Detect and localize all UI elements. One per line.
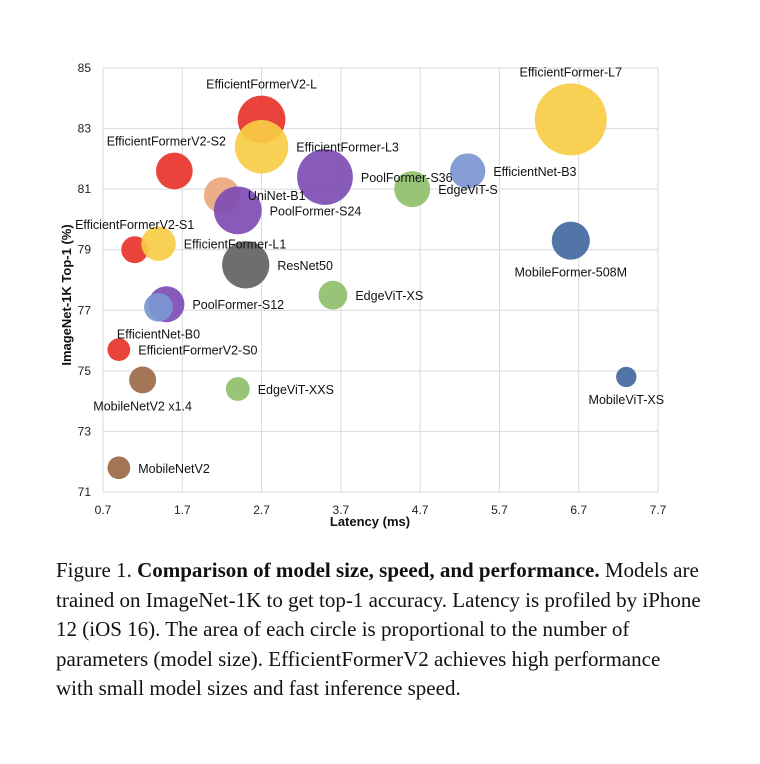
y-tick-label: 85 xyxy=(78,61,92,75)
x-tick-label: 4.7 xyxy=(412,503,429,517)
bubble-efficientformer-l7 xyxy=(534,83,607,156)
point-label: EdgeViT-S xyxy=(438,183,498,197)
bubble-efficientformer-l1 xyxy=(141,226,176,261)
x-tick-label: 5.7 xyxy=(491,503,508,517)
bubble-mobileformer-508m xyxy=(551,221,590,260)
point-label: EfficientFormer-L3 xyxy=(296,141,399,155)
figure-caption: Figure 1. Comparison of model size, spee… xyxy=(56,556,702,704)
x-tick-label: 0.7 xyxy=(95,503,112,517)
x-tick-label: 1.7 xyxy=(174,503,191,517)
point-label: EfficientFormerV2-S1 xyxy=(75,218,194,232)
point-labels: EfficientFormerV2-L EfficientFormer-L7 Eff… xyxy=(75,65,664,475)
x-tick-label: 6.7 xyxy=(570,503,587,517)
bubble-mobilenetv2-x1-4 xyxy=(129,366,157,394)
point-label: ResNet50 xyxy=(277,259,333,273)
y-tick-label: 81 xyxy=(78,182,92,196)
bubble-resnet50 xyxy=(222,241,270,289)
x-tick-label: 7.7 xyxy=(650,503,667,517)
bubble-edgevit-xs xyxy=(318,280,348,310)
point-label: PoolFormer-S12 xyxy=(192,298,284,312)
point-label: PoolFormer-S36 xyxy=(361,171,453,185)
bubble-poolformer-s36 xyxy=(297,149,353,205)
point-label: EdgeViT-XXS xyxy=(258,383,334,397)
point-label: MobileNetV2 xyxy=(138,462,210,476)
point-label: EfficientNet-B3 xyxy=(493,165,576,179)
x-axis-title: Latency (ms) xyxy=(330,514,410,529)
y-tick-label: 75 xyxy=(78,364,92,378)
y-tick-label: 77 xyxy=(78,303,92,317)
bubble-edgevit-xxs xyxy=(225,377,250,401)
point-label: EfficientFormerV2-L xyxy=(206,78,317,92)
bubble-efficientnet-b0 xyxy=(144,292,173,322)
y-tick-label: 73 xyxy=(78,424,92,438)
bubble-efficientformer-l3 xyxy=(234,120,289,174)
x-tick-label: 2.7 xyxy=(253,503,270,517)
bubble-efficientnet-b3 xyxy=(450,153,486,189)
point-label: EfficientFormer-L7 xyxy=(519,65,622,79)
x-tick-label: 3.7 xyxy=(333,503,350,517)
x-tick-labels: 0.7 1.7 2.7 3.7 4.7 5.7 6.7 7.7 xyxy=(95,503,667,517)
point-label: MobileViT-XS xyxy=(589,393,665,407)
point-label: EfficientFormerV2-S0 xyxy=(138,344,257,358)
point-label: UniNet-B1 xyxy=(248,189,306,203)
caption-title: Comparison of model size, speed, and per… xyxy=(137,558,600,582)
bubble-efficientformerv2-s0 xyxy=(107,338,131,362)
point-label: EfficientFormerV2-S2 xyxy=(107,135,226,149)
point-label: EdgeViT-XS xyxy=(355,289,423,303)
y-tick-label: 83 xyxy=(78,122,92,136)
figure-label: Figure 1. xyxy=(56,558,132,582)
bubble-poolformer-s24 xyxy=(213,186,262,235)
bubble-edgevit-s xyxy=(394,171,431,208)
point-label: MobileNetV2 x1.4 xyxy=(93,399,192,413)
bubble-mobilevit-xs xyxy=(616,366,637,388)
bubble-mobilenetv2 xyxy=(107,456,131,480)
data-points xyxy=(107,83,637,480)
point-label: PoolFormer-S24 xyxy=(270,204,362,218)
y-tick-labels: 71 73 75 77 79 81 83 85 xyxy=(78,61,92,499)
bubble-chart: EfficientFormerV2-L EfficientFormer-L7 Eff… xyxy=(59,61,667,529)
point-label: EfficientFormer-L1 xyxy=(184,238,287,252)
y-axis-title: ImageNet-1K Top-1 (%) xyxy=(59,224,74,365)
caption-body: Models are trained on ImageNet-1K to get… xyxy=(56,558,701,700)
bubble-efficientformerv2-s2 xyxy=(156,152,193,190)
point-label: EfficientNet-B0 xyxy=(117,328,200,342)
y-tick-label: 79 xyxy=(78,243,92,257)
y-tick-label: 71 xyxy=(78,485,92,499)
point-label: MobileFormer-508M xyxy=(515,266,628,280)
